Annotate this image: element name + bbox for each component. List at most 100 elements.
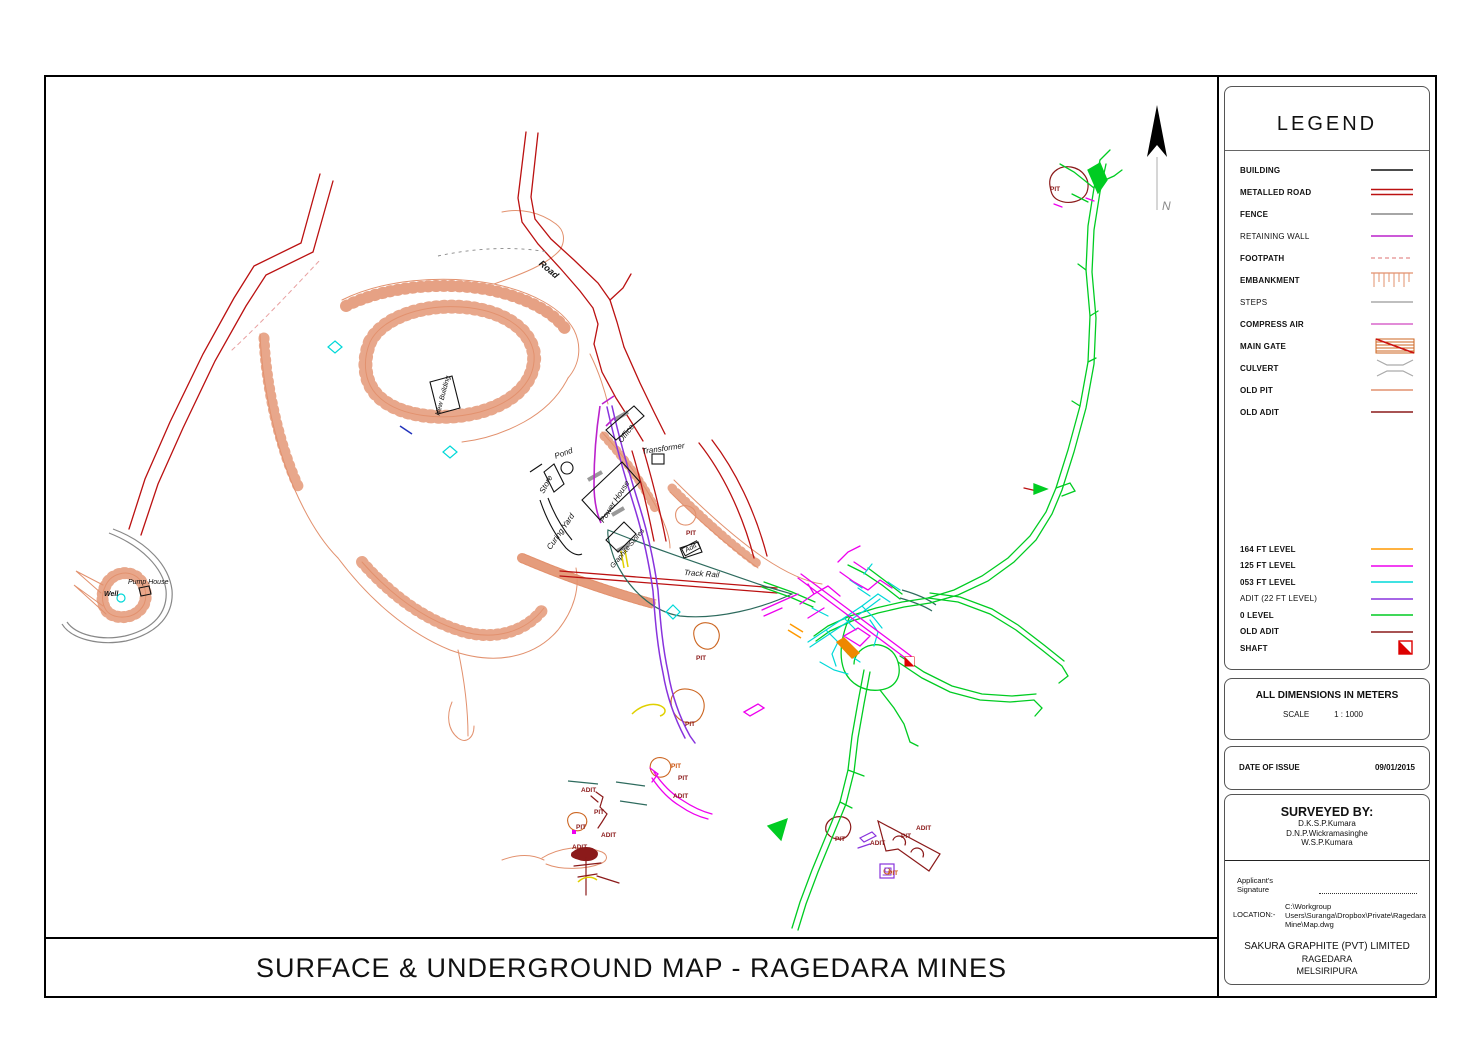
map-label-pit: PIT — [678, 775, 689, 782]
map-label-pond: Pond — [553, 445, 574, 461]
legend-symbol-line — [1367, 230, 1415, 242]
company-city: MELSIRIPURA — [1296, 965, 1358, 976]
legend-item-0-level: 0 LEVEL — [1225, 607, 1429, 624]
legend-symbol-line — [1367, 296, 1415, 308]
dimensions-box: ALL DIMENSIONS IN METERS SCALE 1 : 1000 — [1224, 678, 1430, 740]
legend-item-125-ft-level: 125 FT LEVEL — [1225, 558, 1429, 575]
legend-symbol-comb — [1367, 269, 1415, 291]
map-label-pit: PIT — [835, 836, 846, 843]
legend-symbol-line — [1367, 593, 1415, 605]
legend-item-label: 053 FT LEVEL — [1240, 577, 1296, 587]
sheet-title: SURFACE & UNDERGROUND MAP - RAGEDARA MIN… — [255, 953, 1008, 983]
legend-item-label: METALLED ROAD — [1240, 187, 1312, 197]
legend-item-shaft: SHAFT — [1225, 640, 1429, 657]
map-label-road: Road — [537, 258, 561, 281]
legend-item-label: 164 FT LEVEL — [1240, 544, 1296, 554]
map-label-store: Store — [537, 473, 555, 495]
legend-item-label: FOOTPATH — [1240, 253, 1285, 263]
panel-divider — [1217, 77, 1219, 996]
legend-symbol-line — [1367, 626, 1415, 638]
map-label-new-building: New Building — [434, 375, 452, 417]
scale-value: 1 : 1000 — [1334, 710, 1363, 719]
legend-item-old-adit: OLD ADIT — [1225, 624, 1429, 641]
legend-item-embankment: EMBANKMENT — [1225, 269, 1429, 291]
legend-symbol-double — [1367, 186, 1415, 198]
map-label-pit: PIT — [594, 809, 605, 816]
map-label-adit: ADIT — [916, 825, 932, 832]
legend-item-label: STEPS — [1240, 297, 1268, 307]
legend-symbol-line — [1367, 384, 1415, 396]
drawing-frame: Road Pump House Well New Building Office Tran… — [44, 75, 1437, 998]
date-of-issue-value: 09/01/2015 — [1374, 763, 1415, 772]
legend-item-metalled-road: METALLED ROAD — [1225, 181, 1429, 203]
legend-symbol-line — [1367, 406, 1415, 418]
legend-item-label: RETAINING WALL — [1240, 231, 1310, 241]
legend-symbol-culvert — [1367, 356, 1415, 380]
legend-item-label: 0 LEVEL — [1240, 610, 1274, 620]
legend-symbol-gate — [1367, 338, 1415, 354]
map-label-well: Well — [104, 591, 119, 598]
legend-item-label: CULVERT — [1240, 363, 1279, 373]
scale-label: SCALE — [1283, 710, 1310, 719]
legend-symbol-line — [1367, 576, 1415, 588]
surveyed-box: SURVEYED BY: D.K.S.P.Kumara D.N.P.Wickra… — [1224, 794, 1430, 985]
map-label-pit: PIT — [685, 721, 696, 728]
legend-item-footpath: FOOTPATH — [1225, 247, 1429, 269]
legend-item-label: BUILDING — [1240, 165, 1281, 175]
retaining-walls — [593, 395, 615, 524]
legend-item-label: OLD ADIT — [1240, 627, 1280, 637]
map-label-pit: PIT — [1050, 186, 1061, 193]
legend-symbol-line — [1367, 560, 1415, 572]
company-name: SAKURA GRAPHITE (PVT) LIMITED — [1244, 940, 1410, 952]
adit-22-tunnels — [606, 405, 895, 879]
legend-item-label: EMBANKMENT — [1240, 275, 1300, 285]
old-pit-outlines — [567, 505, 891, 875]
legend-item-fence: FENCE — [1225, 203, 1429, 225]
legend-item-label: COMPRESS AIR — [1240, 319, 1304, 329]
legend-item-old-pit: OLD PIT — [1225, 379, 1429, 401]
map-label-pit: PIT — [686, 530, 697, 537]
surveyor-name: W.S.P.Kumara — [1301, 838, 1353, 847]
legend-group-levels: 164 FT LEVEL 125 FT LEVEL 053 FT LEVEL ADIT… — [1225, 541, 1429, 657]
map-label-adit: ADIT — [572, 844, 588, 851]
surveyed-by-heading: SURVEYED BY: — [1280, 805, 1374, 819]
map-label-adit: ADIT — [870, 840, 886, 847]
map-label-adit: ADIT — [673, 793, 689, 800]
map-label-pit: PIT — [888, 870, 899, 877]
map-labels-layer: Road Pump House Well New Building Office Tran… — [46, 77, 1217, 937]
legend-item-main-gate: MAIN GATE — [1225, 335, 1429, 357]
map-label-n: N — [1162, 199, 1171, 213]
level-125-tunnels — [572, 197, 1095, 834]
legend-item-label: MAIN GATE — [1240, 341, 1287, 351]
location-label: LOCATION:- — [1233, 909, 1276, 919]
signature-line — [1319, 883, 1417, 894]
buildings — [138, 375, 703, 597]
shaft-symbol — [904, 656, 915, 667]
legend-group-surface: BUILDING METALLED ROAD FENCE RETAINING WALL… — [1225, 159, 1429, 423]
location-value: C:\Workgroup Users\Suranga\Dropbox\Priva… — [1285, 901, 1426, 929]
title-strip: SURFACE & UNDERGROUND MAP - RAGEDARA MIN… — [46, 937, 1217, 998]
map-label-transformer: Transformer — [641, 441, 686, 456]
legend-item-label: OLD PIT — [1240, 385, 1273, 395]
legend-symbol-line — [1367, 318, 1415, 330]
legend-box: LEGEND BUILDING METALLED ROAD FENCE RETAINI… — [1224, 86, 1430, 670]
map-label-adit: Adit — [680, 540, 702, 557]
legend-symbol-line — [1367, 164, 1415, 176]
company-town: RAGEDARA — [1301, 953, 1353, 964]
legend-item-adit-22-ft-level-: ADIT (22 FT LEVEL) — [1225, 591, 1429, 608]
legend-item-label: SHAFT — [1240, 643, 1268, 653]
map-label-adit: ADIT — [601, 832, 617, 839]
surveyor-name: D.N.P.Wickramasinghe — [1286, 828, 1368, 838]
surveyor-name: D.K.S.P.Kumara — [1298, 819, 1356, 828]
blue-mark — [399, 425, 413, 435]
signature-label: Applicant's Signature — [1237, 875, 1274, 894]
legend-item-retaining-wall: RETAINING WALL — [1225, 225, 1429, 247]
dimensions-note: ALL DIMENSIONS IN METERS — [1255, 690, 1399, 701]
map-label-pit: PIT — [901, 833, 912, 840]
date-box: DATE OF ISSUE 09/01/2015 — [1224, 746, 1430, 790]
legend-rule — [1225, 150, 1429, 151]
map-label-graphite-stores: Graphite Stores — [609, 527, 647, 570]
legend-item-label: FENCE — [1240, 209, 1269, 219]
map-label-pit: PIT — [576, 824, 587, 831]
legend-title: LEGEND — [1276, 113, 1378, 135]
